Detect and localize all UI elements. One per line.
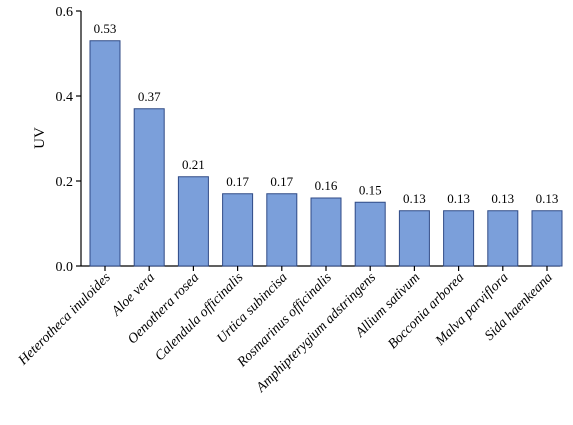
bar [89,40,121,267]
y-tick-label: 0.6 [56,5,74,20]
data-label: 0.13 [447,191,470,206]
bar [266,193,298,267]
data-label: 0.16 [315,178,338,193]
bar [443,210,475,267]
y-tick-label: 0.0 [56,260,74,275]
y-tick-label: 0.2 [56,175,74,190]
data-label: 0.13 [403,191,426,206]
data-label: 0.13 [536,191,559,206]
y-axis-label: UV [32,127,48,149]
data-label: 0.17 [226,174,249,189]
data-labels: 0.53 0.37 0.21 0.17 0.17 0.16 0.15 0.13 0.13 0.13… [94,21,559,206]
x-tick-label: Bocconia arborea [385,270,467,352]
bar [222,193,254,267]
bar [354,201,386,267]
bar [177,176,209,267]
data-label: 0.53 [94,21,117,36]
y-tick-label: 0.4 [56,90,74,105]
bars [89,40,563,267]
bar [310,197,342,267]
bar [531,210,563,267]
x-ticks [104,266,548,271]
data-label: 0.15 [359,182,382,197]
bar [487,210,519,267]
data-label: 0.17 [270,174,293,189]
bar [398,210,430,267]
y-ticks: 0.0 0.2 0.4 0.6 [56,5,81,275]
data-label: 0.13 [491,191,514,206]
x-tick-label: Heterotheca inuloides [15,270,114,369]
bar [133,108,165,267]
data-label: 0.37 [138,89,161,104]
data-label: 0.21 [182,157,205,172]
